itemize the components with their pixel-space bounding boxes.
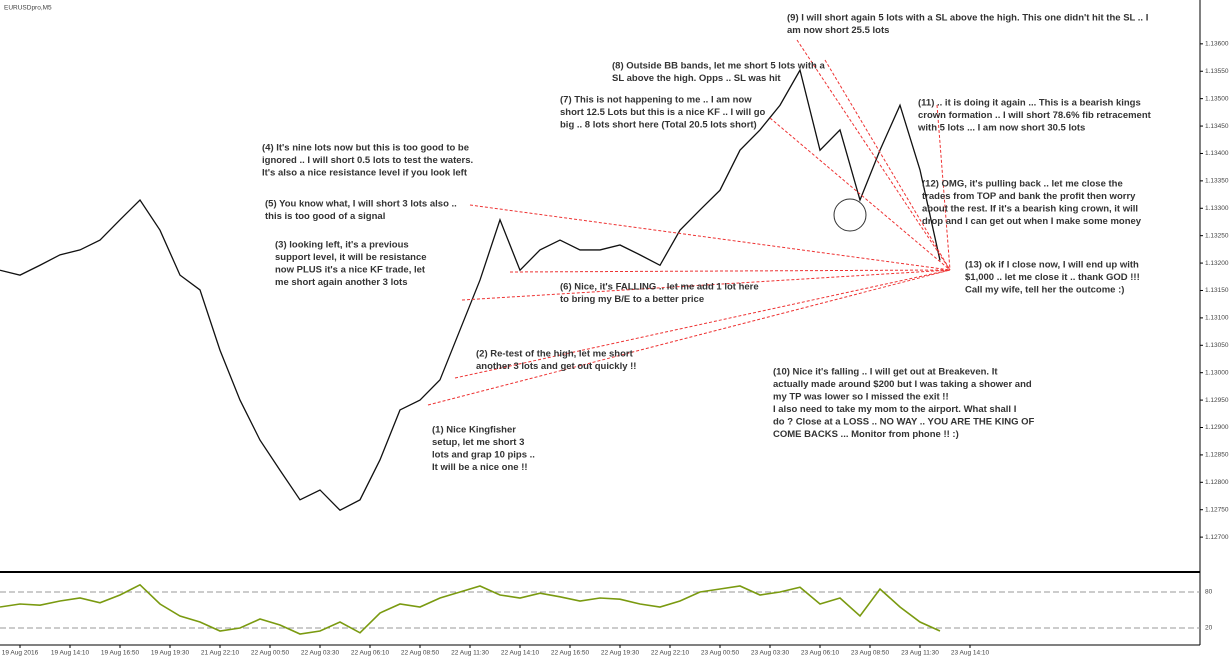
y-tick-label: 1.13150	[1205, 287, 1229, 294]
trade-line	[936, 104, 951, 271]
x-tick-label: 22 Aug 19:30	[601, 650, 640, 657]
annotation: another 3 lots and get out quickly !!	[476, 361, 636, 372]
highlight-circle	[833, 198, 867, 232]
series-line	[0, 583, 941, 635]
y-tick-label: 1.13000	[1205, 369, 1229, 376]
annotation: (4) It's nine lots now but this is too g…	[262, 143, 469, 154]
y-tick-label: 1.13600	[1205, 41, 1229, 48]
annotation: setup, let me short 3	[432, 437, 524, 448]
annotation: I also need to take my mom to the airpor…	[773, 404, 1016, 415]
annotation: ignored .. I will short 0.5 lots to test…	[262, 155, 473, 166]
annotation: my TP was lower so I missed the exit !!	[773, 392, 949, 403]
annotation: to bring my B/E to a better price	[560, 294, 704, 305]
annotation: trades from TOP and bank the profit then…	[922, 191, 1136, 202]
annotation: It's also a nice resistance level if you…	[262, 168, 468, 179]
x-tick-label: 23 Aug 14:10	[951, 650, 990, 657]
x-tick-label: 23 Aug 06:10	[801, 650, 840, 657]
x-tick-label: 22 Aug 03:30	[301, 650, 340, 657]
annotation: (12) OMG, it's pulling back .. let me cl…	[922, 179, 1123, 190]
y-tick-label: 1.13300	[1205, 205, 1229, 212]
y-tick-label: 20	[1205, 625, 1213, 632]
trade-line	[796, 39, 951, 271]
annotation: actually made around $200 but I was taki…	[773, 379, 1032, 390]
x-tick-label: 23 Aug 11:30	[901, 650, 939, 657]
annotation: lots and grap 10 pips ..	[432, 450, 535, 461]
x-tick-label: 23 Aug 08:50	[851, 650, 890, 657]
annotation: (7) This is not happening to me .. I am …	[560, 95, 752, 106]
y-tick-label: 1.12750	[1205, 506, 1229, 513]
annotation: $1,000 .. let me close it .. thank GOD !…	[965, 272, 1140, 283]
x-tick-label: 22 Aug 11:30	[451, 650, 489, 657]
annotation: with 5 lots ... I am now short 30.5 lots	[917, 123, 1085, 134]
x-tick-label: 19 Aug 19:30	[151, 650, 190, 657]
y-tick-label: 1.13250	[1205, 232, 1229, 239]
x-tick-label: 19 Aug 2016	[2, 650, 39, 657]
chart-title: EURUSDpro,M5	[4, 5, 52, 12]
y-tick-label: 1.13200	[1205, 260, 1229, 267]
x-tick-label: 22 Aug 16:50	[551, 650, 590, 657]
y-tick-label: 1.13050	[1205, 342, 1229, 349]
annotation: me short again another 3 lots	[275, 277, 408, 288]
trade-line	[824, 59, 951, 271]
annotation: am now short 25.5 lots	[787, 25, 889, 36]
x-tick-label: 22 Aug 06:10	[351, 650, 390, 657]
annotation: (13) ok if I close now, I will end up wi…	[965, 260, 1139, 271]
annotation: (3) looking left, it's a previous	[275, 240, 409, 251]
y-tick-label: 1.13500	[1205, 95, 1229, 102]
annotation: (8) Outside BB bands, let me short 5 lot…	[612, 61, 825, 72]
annotation: (1) Nice Kingfisher	[432, 425, 516, 436]
annotation: about the rest. If it's a bearish king c…	[922, 204, 1138, 215]
y-tick-label: 1.12800	[1205, 479, 1229, 486]
annotation: (5) You know what, I will short 3 lots a…	[265, 199, 457, 210]
x-tick-label: 23 Aug 00:50	[701, 650, 740, 657]
annotation: It will be a nice one !!	[432, 462, 528, 473]
x-tick-label: 22 Aug 00:50	[251, 650, 290, 657]
y-tick-label: 1.12900	[1205, 424, 1229, 431]
annotation: drop and I can get out when I make some …	[922, 216, 1142, 227]
annotation: this is too good of a signal	[265, 211, 385, 222]
annotation: COME BACKS ... Monitor from phone !! :)	[773, 429, 959, 440]
x-tick-label: 19 Aug 16:50	[101, 650, 140, 657]
trade-line	[769, 117, 951, 271]
annotation: (9) I will short again 5 lots with a SL …	[787, 13, 1148, 24]
x-tick-label: 21 Aug 22:10	[201, 650, 240, 657]
annotation: do ? Close at a LOSS .. NO WAY .. YOU AR…	[773, 417, 1034, 428]
x-tick-label: 22 Aug 08:50	[401, 650, 440, 657]
annotation: (11) .. it is doing it again ... This is…	[918, 98, 1141, 109]
trade-line	[509, 269, 951, 273]
y-tick-label: 1.13450	[1205, 123, 1229, 130]
trade-line	[454, 269, 951, 379]
y-tick-label: 1.13350	[1205, 178, 1229, 185]
y-tick-label: 80	[1205, 589, 1213, 596]
x-tick-label: 22 Aug 14:10	[501, 650, 540, 657]
series-line	[0, 68, 941, 512]
y-tick-label: 1.12850	[1205, 452, 1229, 459]
y-tick-label: 1.13400	[1205, 150, 1229, 157]
annotation: crown formation .. I will short 78.6% fi…	[918, 110, 1152, 121]
y-tick-label: 1.13550	[1205, 68, 1229, 75]
y-tick-label: 1.13100	[1205, 315, 1229, 322]
x-tick-label: 22 Aug 22:10	[651, 650, 690, 657]
annotation: SL above the high. Opps .. SL was hit	[612, 73, 781, 84]
annotation: (6) Nice, it's FALLING .. let me add 1 l…	[560, 282, 759, 293]
trade-line	[461, 269, 951, 301]
annotation: big .. 8 lots short here (Total 20.5 lot…	[560, 120, 757, 131]
x-tick-label: 19 Aug 14:10	[51, 650, 90, 657]
annotation: short 12.5 Lots but this is a nice KF ..…	[560, 107, 766, 118]
trade-line	[469, 204, 951, 271]
annotation: now PLUS it's a nice KF trade, let	[275, 265, 426, 276]
annotation: support level, it will be resistance	[275, 252, 427, 263]
annotation: (10) Nice it's falling .. I will get out…	[773, 367, 998, 378]
x-tick-label: 23 Aug 03:30	[751, 650, 790, 657]
y-tick-label: 1.12700	[1205, 534, 1229, 541]
annotation: Call my wife, tell her the outcome :)	[965, 285, 1124, 296]
annotation: (2) Re-test of the high, let me short	[476, 349, 634, 360]
y-tick-label: 1.12950	[1205, 397, 1229, 404]
